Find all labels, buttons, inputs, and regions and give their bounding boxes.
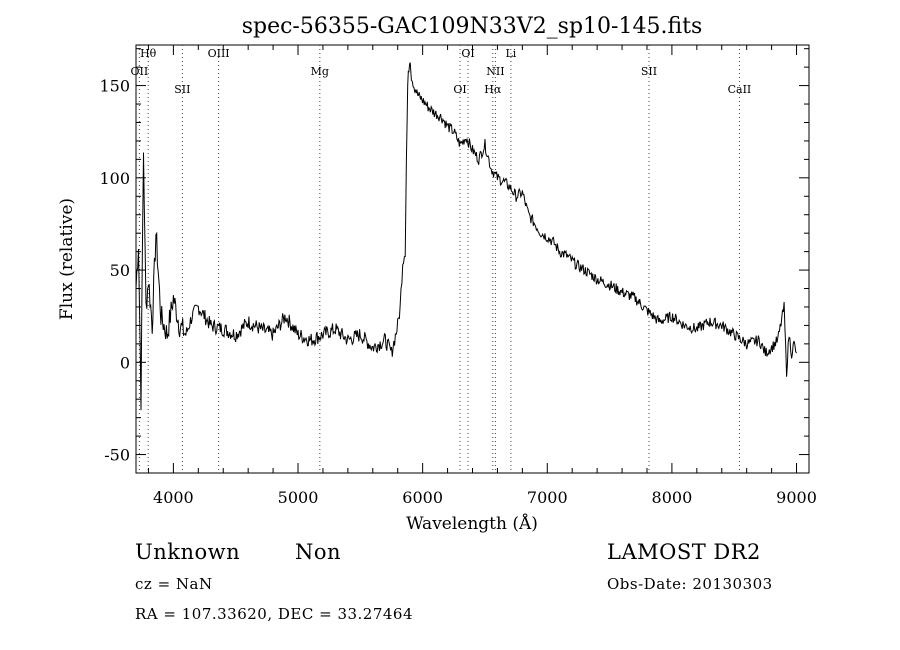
line-label: Hα [484, 83, 502, 96]
y-axis-label: Flux (relative) [57, 198, 77, 320]
line-label: OII [131, 65, 149, 78]
line-label: OI [453, 83, 466, 96]
subclass-label: Non [295, 540, 342, 564]
x-axis-label: Wavelength (Å) [406, 513, 538, 534]
tick-labels: 4000 5000 6000 7000 8000 9000 -50 0 50 100 150 [99, 77, 816, 507]
line-label: OI [461, 47, 474, 60]
y-tick-label: 50 [110, 261, 130, 280]
spectrum-line [135, 62, 797, 411]
x-tick-label: 8000 [652, 488, 693, 507]
y-tick-label: 0 [120, 353, 130, 372]
line-label: Mg [311, 65, 329, 78]
line-label: OIII [208, 47, 230, 60]
line-label: SII [174, 83, 190, 96]
x-tick-label: 5000 [278, 488, 319, 507]
line-label: Li [505, 47, 516, 60]
line-label: CaII [728, 83, 752, 96]
survey-label: LAMOST DR2 [607, 540, 761, 564]
redshift-text: cz = NaN [135, 575, 213, 593]
coordinates-text: RA = 107.33620, DEC = 33.27464 [135, 605, 414, 623]
x-tick-label: 7000 [527, 488, 568, 507]
class-label: Unknown [135, 540, 241, 564]
x-tick-label: 4000 [153, 488, 194, 507]
y-tick-label: 100 [99, 169, 130, 188]
line-label: Hθ [140, 47, 157, 60]
x-tick-label: 9000 [776, 488, 817, 507]
line-label: SII [641, 65, 657, 78]
plot-frame [135, 44, 810, 474]
y-tick-label: -50 [104, 446, 130, 465]
axis-ticks [136, 45, 809, 474]
line-label: NII [486, 65, 504, 78]
obs-date-text: Obs-Date: 20130303 [607, 575, 773, 593]
reference-lines: Hθ OII SII OIII Mg OI OI NII Hα Li SII CaII [131, 45, 752, 473]
x-tick-label: 6000 [402, 488, 443, 507]
chart-title: spec-56355-GAC109N33V2_sp10-145.fits [242, 14, 703, 39]
y-tick-label: 150 [99, 77, 130, 96]
